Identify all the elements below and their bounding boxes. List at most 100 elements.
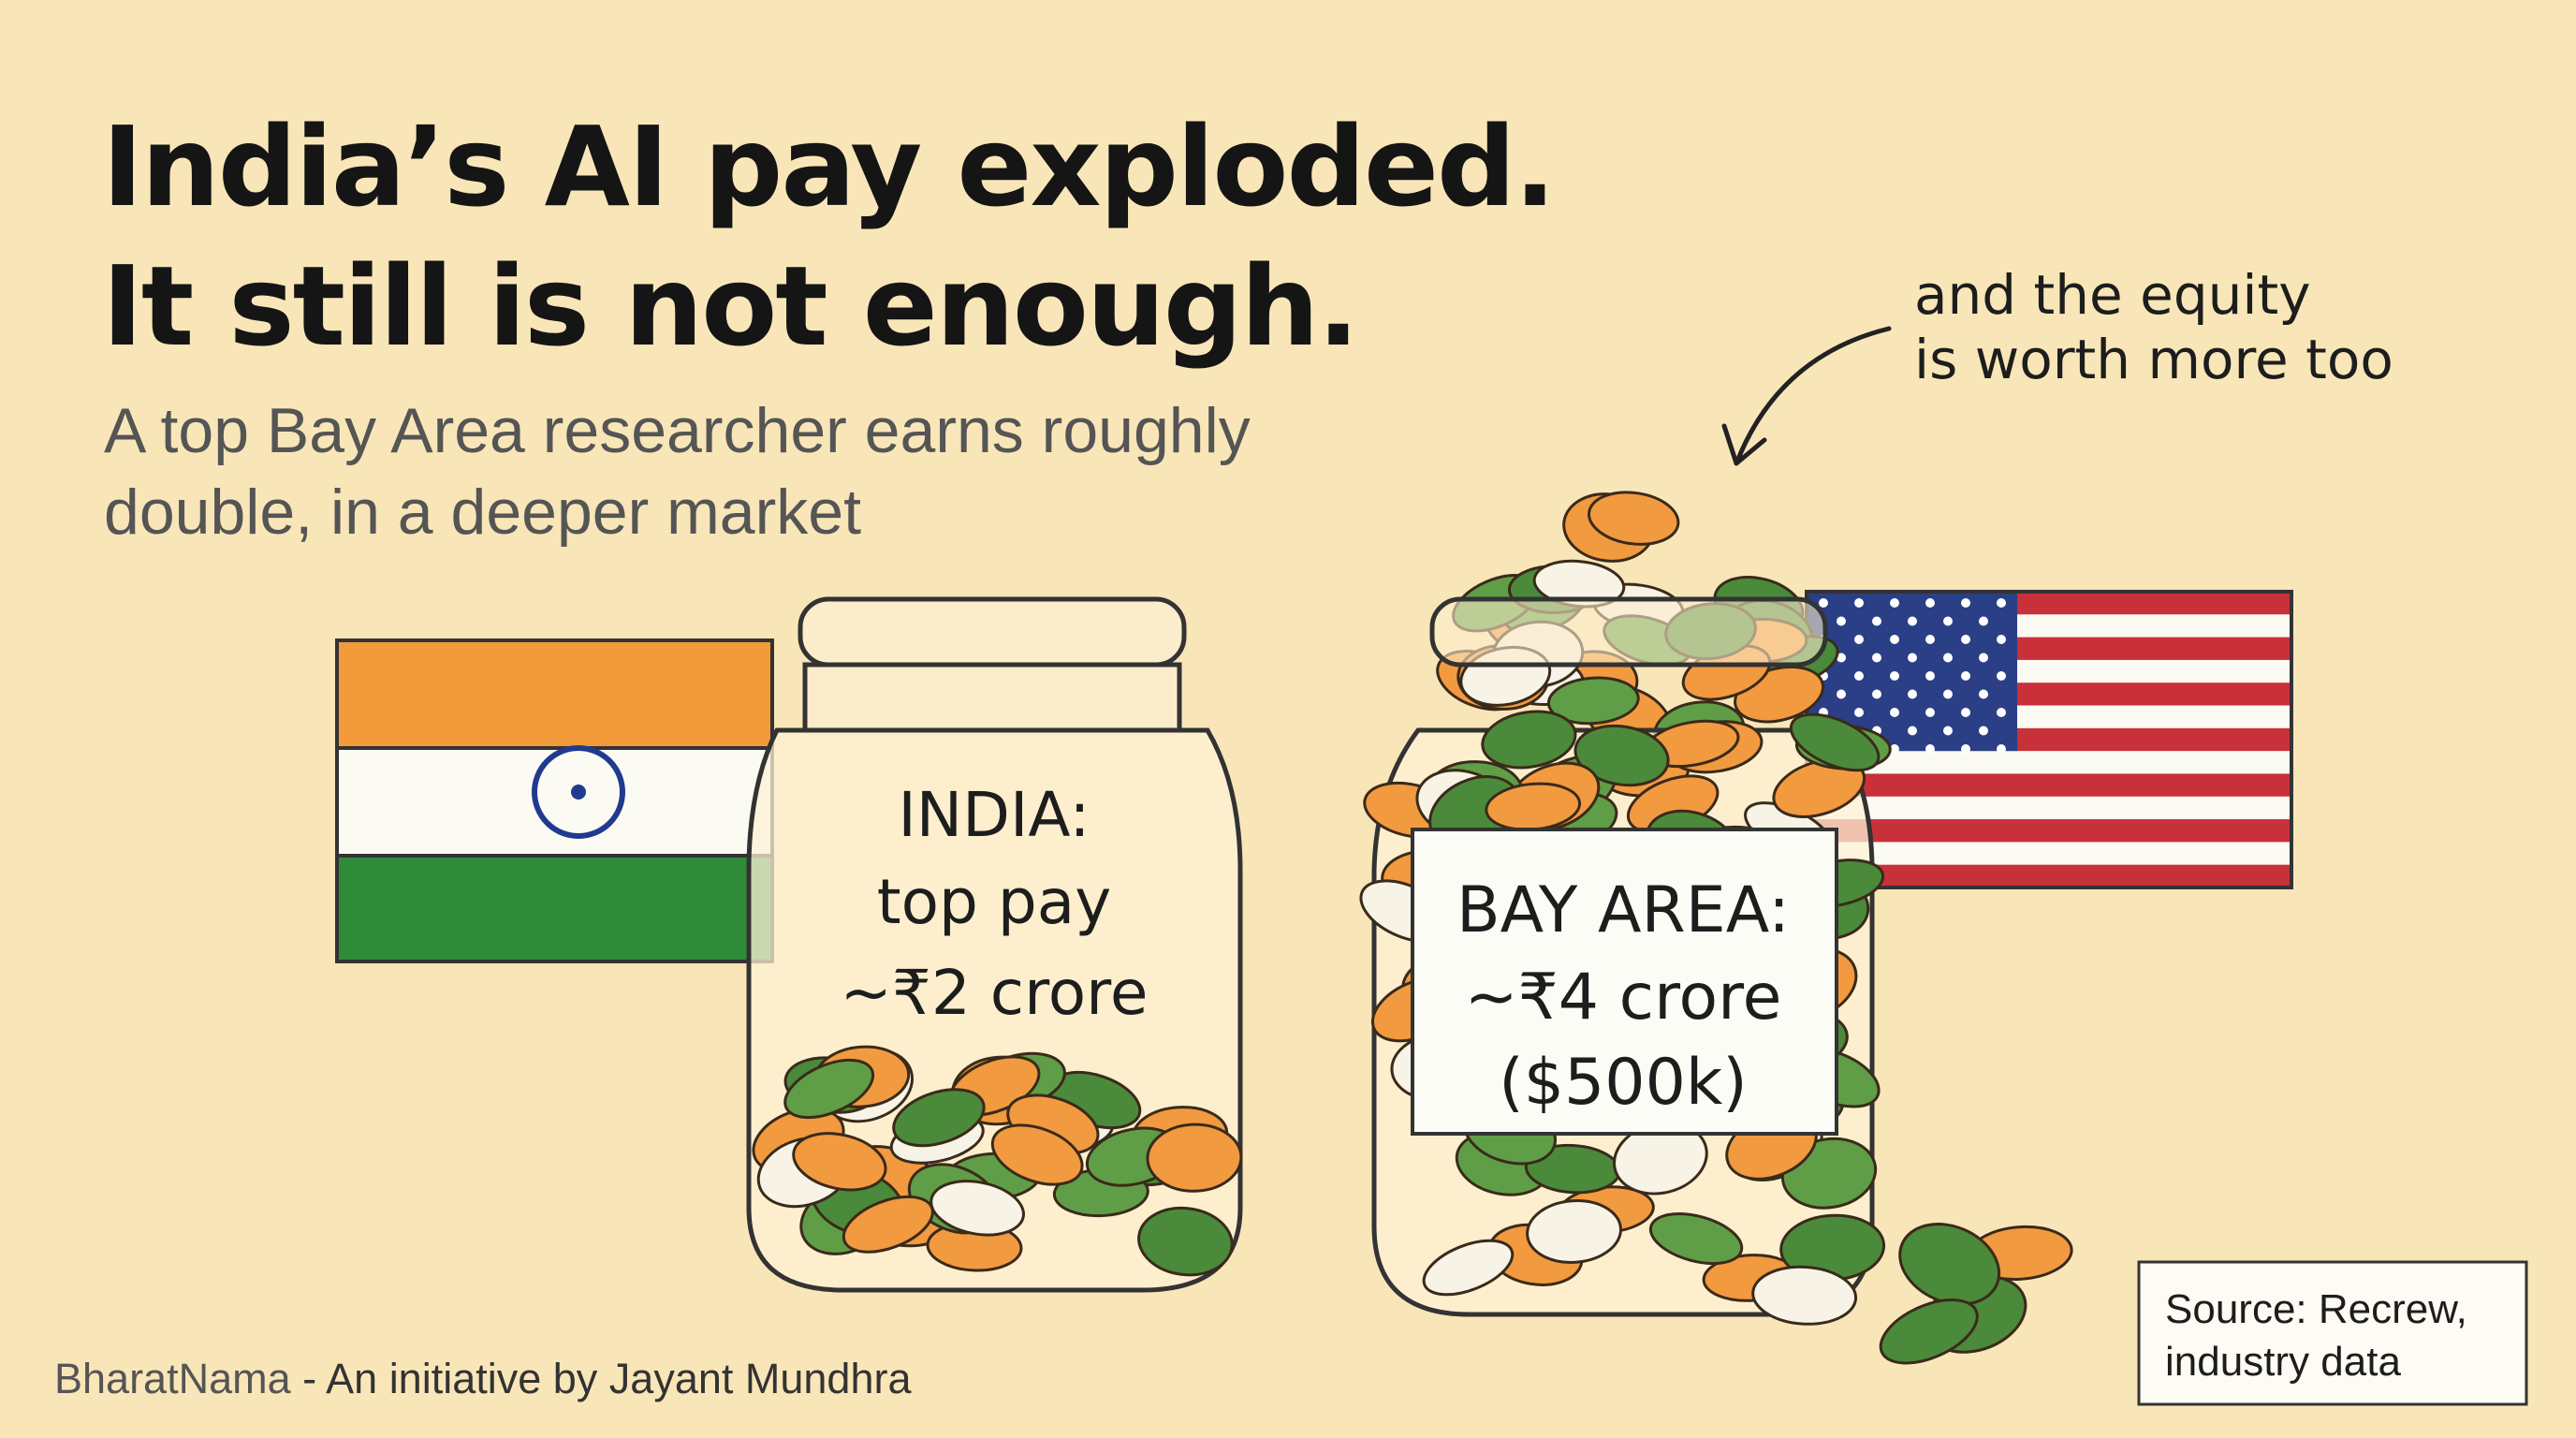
- annotation-arrow: [1721, 326, 1892, 466]
- india-flag: [335, 638, 774, 963]
- flag-star: [1925, 671, 1935, 681]
- flag-star: [1925, 635, 1935, 644]
- flag-star: [1961, 744, 1970, 754]
- flag-star: [1872, 689, 1881, 699]
- jar-label: ~₹4 crore: [1465, 961, 1782, 1034]
- flag-star: [1837, 616, 1846, 626]
- footer-brand: BharatNama: [54, 1355, 292, 1402]
- flag-star: [1943, 726, 1953, 736]
- coin: [1879, 1298, 1979, 1365]
- flag-star: [1908, 726, 1917, 736]
- flag-stripe: [335, 854, 774, 963]
- flag-star: [1961, 598, 1970, 608]
- footer-credit: - An initiative by Jayant Mundhra: [302, 1355, 912, 1402]
- coin: [929, 1180, 1025, 1237]
- flag-star: [1979, 616, 1988, 626]
- flag-star: [1979, 689, 1988, 699]
- coin: [1751, 1265, 1858, 1326]
- flag-star: [1961, 635, 1970, 644]
- coin: [1772, 757, 1866, 818]
- title-line: India’s AI pay exploded.: [102, 102, 1554, 231]
- jar-label-card: [1411, 828, 1838, 1136]
- coin: [990, 1123, 1084, 1186]
- jar-label: top pay: [877, 866, 1112, 938]
- flag-star: [1997, 744, 2006, 754]
- flag-star: [1872, 653, 1881, 663]
- flag-star: [1925, 708, 1935, 717]
- jar-neck: [802, 662, 1182, 733]
- flag-star: [1908, 616, 1917, 626]
- flag-star: [1890, 635, 1899, 644]
- flag-star: [1819, 598, 1828, 608]
- flag-star: [1854, 598, 1864, 608]
- flag-star: [1925, 744, 1935, 754]
- flag-stripe: [1807, 796, 2291, 820]
- source-box: [2137, 1260, 2528, 1406]
- flag-stripe: [335, 638, 774, 750]
- india-jar: INDIA: top pay ~₹2 crore: [746, 596, 1243, 1293]
- subtitle-line: double, in a deeper market: [104, 477, 861, 548]
- jar-rim: [1429, 596, 1828, 668]
- flag-star: [1997, 708, 2006, 717]
- coin-pile: [752, 1045, 1243, 1277]
- flag-star: [1890, 708, 1899, 717]
- flag-star: [1925, 598, 1935, 608]
- flag-star: [1979, 726, 1988, 736]
- annotation-line: is worth more too: [1914, 328, 2393, 391]
- flag-star: [1943, 689, 1953, 699]
- chakra-hub: [571, 785, 586, 800]
- coin: [1573, 724, 1670, 787]
- flag-star: [1854, 635, 1864, 644]
- coin: [1588, 491, 1680, 546]
- flag-star: [1890, 671, 1899, 681]
- flag-star: [1997, 635, 2006, 644]
- coin: [1898, 1223, 2001, 1306]
- flag-star: [1979, 653, 1988, 663]
- flag-star: [1997, 598, 2006, 608]
- flag-star: [1837, 689, 1846, 699]
- flag-star: [1890, 744, 1899, 754]
- flag-star: [1890, 598, 1899, 608]
- coin: [1648, 1212, 1744, 1266]
- bay-area-jar: BAY AREA: ~₹4 crore ($500k): [1359, 491, 1892, 1317]
- flag-star: [1961, 671, 1970, 681]
- flag-star: [1854, 671, 1864, 681]
- flag-star: [1872, 616, 1881, 626]
- annotation-line: and the equity: [1914, 263, 2311, 327]
- flag-star: [1943, 616, 1953, 626]
- flag-stripe: [1807, 819, 2291, 843]
- coin: [1422, 1239, 1515, 1297]
- jar-label: INDIA:: [898, 779, 1090, 851]
- flag-stripe: [1807, 864, 2291, 888]
- flag-stripe: [335, 746, 774, 858]
- jar-lid: [798, 596, 1187, 668]
- flag-star: [1837, 653, 1846, 663]
- loose-coins: [1751, 1213, 2073, 1365]
- flag-star: [1854, 708, 1864, 717]
- title-line: It still is not enough.: [102, 242, 1357, 371]
- flag-star: [1943, 653, 1953, 663]
- chakra: [532, 745, 625, 839]
- jar-label: ~₹2 crore: [841, 957, 1149, 1029]
- coin: [892, 1088, 986, 1148]
- jar-label: BAY AREA:: [1456, 873, 1790, 947]
- footer: BharatNama - An initiative by Jayant Mun…: [54, 1355, 912, 1402]
- coin: [1481, 710, 1577, 770]
- flag-star: [1908, 689, 1917, 699]
- flag-star: [1908, 653, 1917, 663]
- flag-stripe: [1807, 842, 2291, 866]
- coin: [1526, 1198, 1622, 1264]
- flag-stripe: [1807, 773, 2291, 798]
- jar-label: ($500k): [1499, 1046, 1748, 1120]
- source-line: Source: Recrew,: [2165, 1286, 2467, 1332]
- source-line: industry data: [2165, 1339, 2401, 1385]
- coin: [1137, 1206, 1234, 1277]
- flag-star: [1961, 708, 1970, 717]
- coin: [792, 1132, 887, 1192]
- coin: [1546, 676, 1640, 726]
- coin: [783, 1058, 875, 1120]
- subtitle-line: A top Bay Area researcher earns roughly: [104, 395, 1251, 466]
- coin: [1789, 712, 1881, 772]
- flag-star: [1997, 671, 2006, 681]
